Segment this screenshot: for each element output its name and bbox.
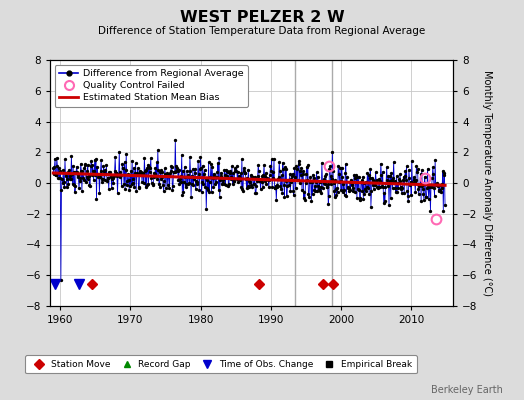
Legend: Difference from Regional Average, Quality Control Failed, Estimated Station Mean: Difference from Regional Average, Qualit…	[54, 65, 248, 107]
Legend: Station Move, Record Gap, Time of Obs. Change, Empirical Break: Station Move, Record Gap, Time of Obs. C…	[26, 356, 417, 374]
Text: Berkeley Earth: Berkeley Earth	[431, 385, 503, 395]
Text: WEST PELZER 2 W: WEST PELZER 2 W	[180, 10, 344, 25]
Y-axis label: Monthly Temperature Anomaly Difference (°C): Monthly Temperature Anomaly Difference (…	[482, 70, 492, 296]
Text: Difference of Station Temperature Data from Regional Average: Difference of Station Temperature Data f…	[99, 26, 425, 36]
